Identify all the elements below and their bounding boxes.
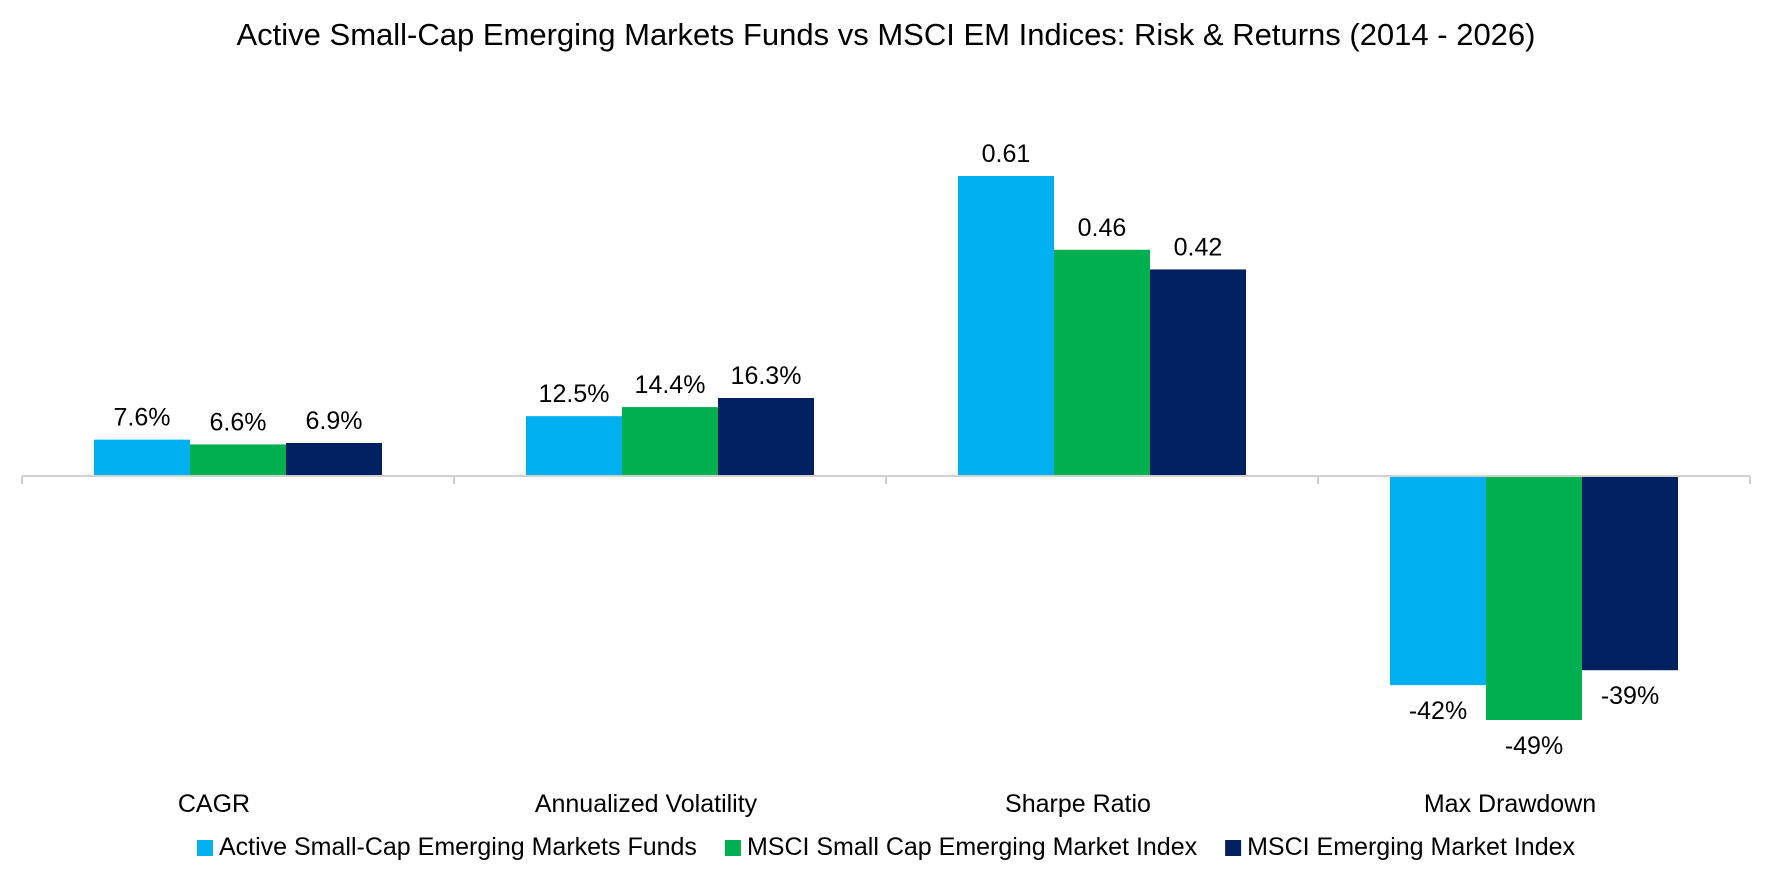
data-label: 14.4% [635, 371, 706, 399]
data-label: 0.61 [982, 140, 1031, 168]
legend-swatch [724, 840, 741, 856]
bar [1054, 249, 1150, 476]
legend-swatch [1225, 840, 1242, 856]
category-label: Sharpe Ratio [1005, 790, 1151, 818]
bar [718, 398, 814, 476]
bar [286, 442, 382, 476]
bar [622, 407, 718, 476]
data-label: 6.9% [306, 407, 363, 435]
legend-label: MSCI Emerging Market Index [1247, 833, 1575, 861]
data-label: 0.46 [1078, 214, 1127, 242]
category-label: Max Drawdown [1424, 790, 1596, 818]
data-label: 12.5% [539, 380, 610, 408]
data-label: -49% [1505, 732, 1563, 760]
chart-title: Active Small-Cap Emerging Markets Funds … [236, 17, 1535, 52]
data-label: 0.42 [1174, 233, 1223, 261]
bar [94, 439, 190, 476]
legend: Active Small-Cap Emerging Markets Funds M… [196, 833, 1576, 861]
category-label: Annualized Volatility [535, 790, 758, 818]
data-label: 6.6% [210, 408, 267, 436]
bars-layer [94, 176, 1678, 720]
bar [958, 176, 1054, 476]
data-label: 16.3% [731, 362, 802, 390]
bar [1486, 476, 1582, 720]
data-label: -39% [1601, 682, 1659, 710]
data-label: 7.6% [114, 404, 171, 432]
legend-swatch [196, 840, 213, 856]
legend-label: Active Small-Cap Emerging Markets Funds [219, 833, 697, 861]
bar [1390, 476, 1486, 686]
category-ticks [21, 476, 1751, 484]
data-labels: 7.6% 6.6% 6.9% 12.5% 14.4% 16.3% 0.61 0.46 0.42 -… [114, 140, 1660, 760]
legend-item: MSCI Emerging Market Index [1225, 833, 1576, 861]
bar [1582, 476, 1678, 671]
bar [526, 416, 622, 476]
legend-label: MSCI Small Cap Emerging Market Index [747, 833, 1198, 861]
legend-item: Active Small-Cap Emerging Markets Funds [196, 833, 697, 861]
bar [190, 444, 286, 476]
data-label: -42% [1409, 697, 1467, 725]
bar [1150, 269, 1246, 476]
category-label: CAGR [178, 790, 250, 818]
category-labels: CAGR Annualized Volatility Sharpe Ratio Max… [178, 790, 1596, 818]
legend-item: MSCI Small Cap Emerging Market Index [724, 833, 1198, 861]
